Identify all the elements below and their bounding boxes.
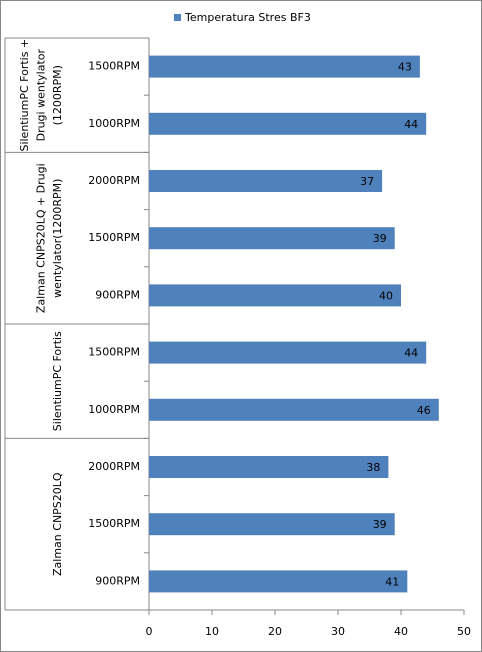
bar bbox=[149, 398, 439, 421]
legend-label: Temperatura Stres BF3 bbox=[184, 11, 311, 24]
x-tick-label: 30 bbox=[331, 625, 345, 638]
category-label: 1000RPM bbox=[88, 403, 140, 416]
bar bbox=[149, 170, 383, 192]
data-label: 39 bbox=[373, 232, 387, 245]
group-label: wentylator(1200RPM) bbox=[51, 179, 64, 298]
category-label: 1500RPM bbox=[88, 231, 140, 244]
x-tick-label: 40 bbox=[394, 625, 408, 638]
data-label: 46 bbox=[417, 404, 431, 417]
bar bbox=[149, 570, 408, 593]
legend-swatch bbox=[174, 14, 181, 21]
x-tick-label: 50 bbox=[457, 625, 471, 638]
group-label: SilentiumPC Fortis bbox=[51, 331, 64, 431]
category-label: 1500RPM bbox=[88, 346, 140, 359]
bar bbox=[149, 227, 395, 250]
group-label: Zalman CNPS20LQ + Drugi bbox=[35, 163, 48, 313]
data-label: 37 bbox=[360, 175, 374, 188]
group-label: (1200RPM) bbox=[51, 65, 64, 125]
bar bbox=[149, 284, 401, 307]
data-label: 39 bbox=[373, 518, 387, 531]
category-label: 900RPM bbox=[95, 574, 140, 587]
bar bbox=[149, 341, 427, 364]
bar bbox=[149, 55, 420, 78]
group-label: Drugi wentylator bbox=[35, 49, 48, 142]
group-label: Zalman CNPS20LQ bbox=[51, 472, 64, 576]
category-label: 2000RPM bbox=[88, 460, 140, 473]
bar bbox=[149, 456, 389, 478]
data-label: 44 bbox=[404, 347, 418, 360]
category-label: 2000RPM bbox=[88, 174, 140, 187]
category-label: 1500RPM bbox=[88, 60, 140, 73]
data-label: 43 bbox=[398, 61, 412, 74]
group-label: SilentiumPC Fortis + bbox=[18, 39, 31, 152]
category-label: 900RPM bbox=[95, 288, 140, 301]
data-label: 40 bbox=[379, 289, 393, 302]
data-label: 41 bbox=[385, 575, 399, 588]
data-label: 38 bbox=[366, 461, 380, 474]
data-label: 44 bbox=[404, 118, 418, 131]
bar bbox=[149, 513, 395, 536]
x-tick-label: 0 bbox=[146, 625, 153, 638]
category-label: 1000RPM bbox=[88, 117, 140, 130]
x-tick-label: 10 bbox=[205, 625, 219, 638]
category-label: 1500RPM bbox=[88, 517, 140, 530]
bar bbox=[149, 112, 427, 135]
x-tick-label: 20 bbox=[268, 625, 282, 638]
